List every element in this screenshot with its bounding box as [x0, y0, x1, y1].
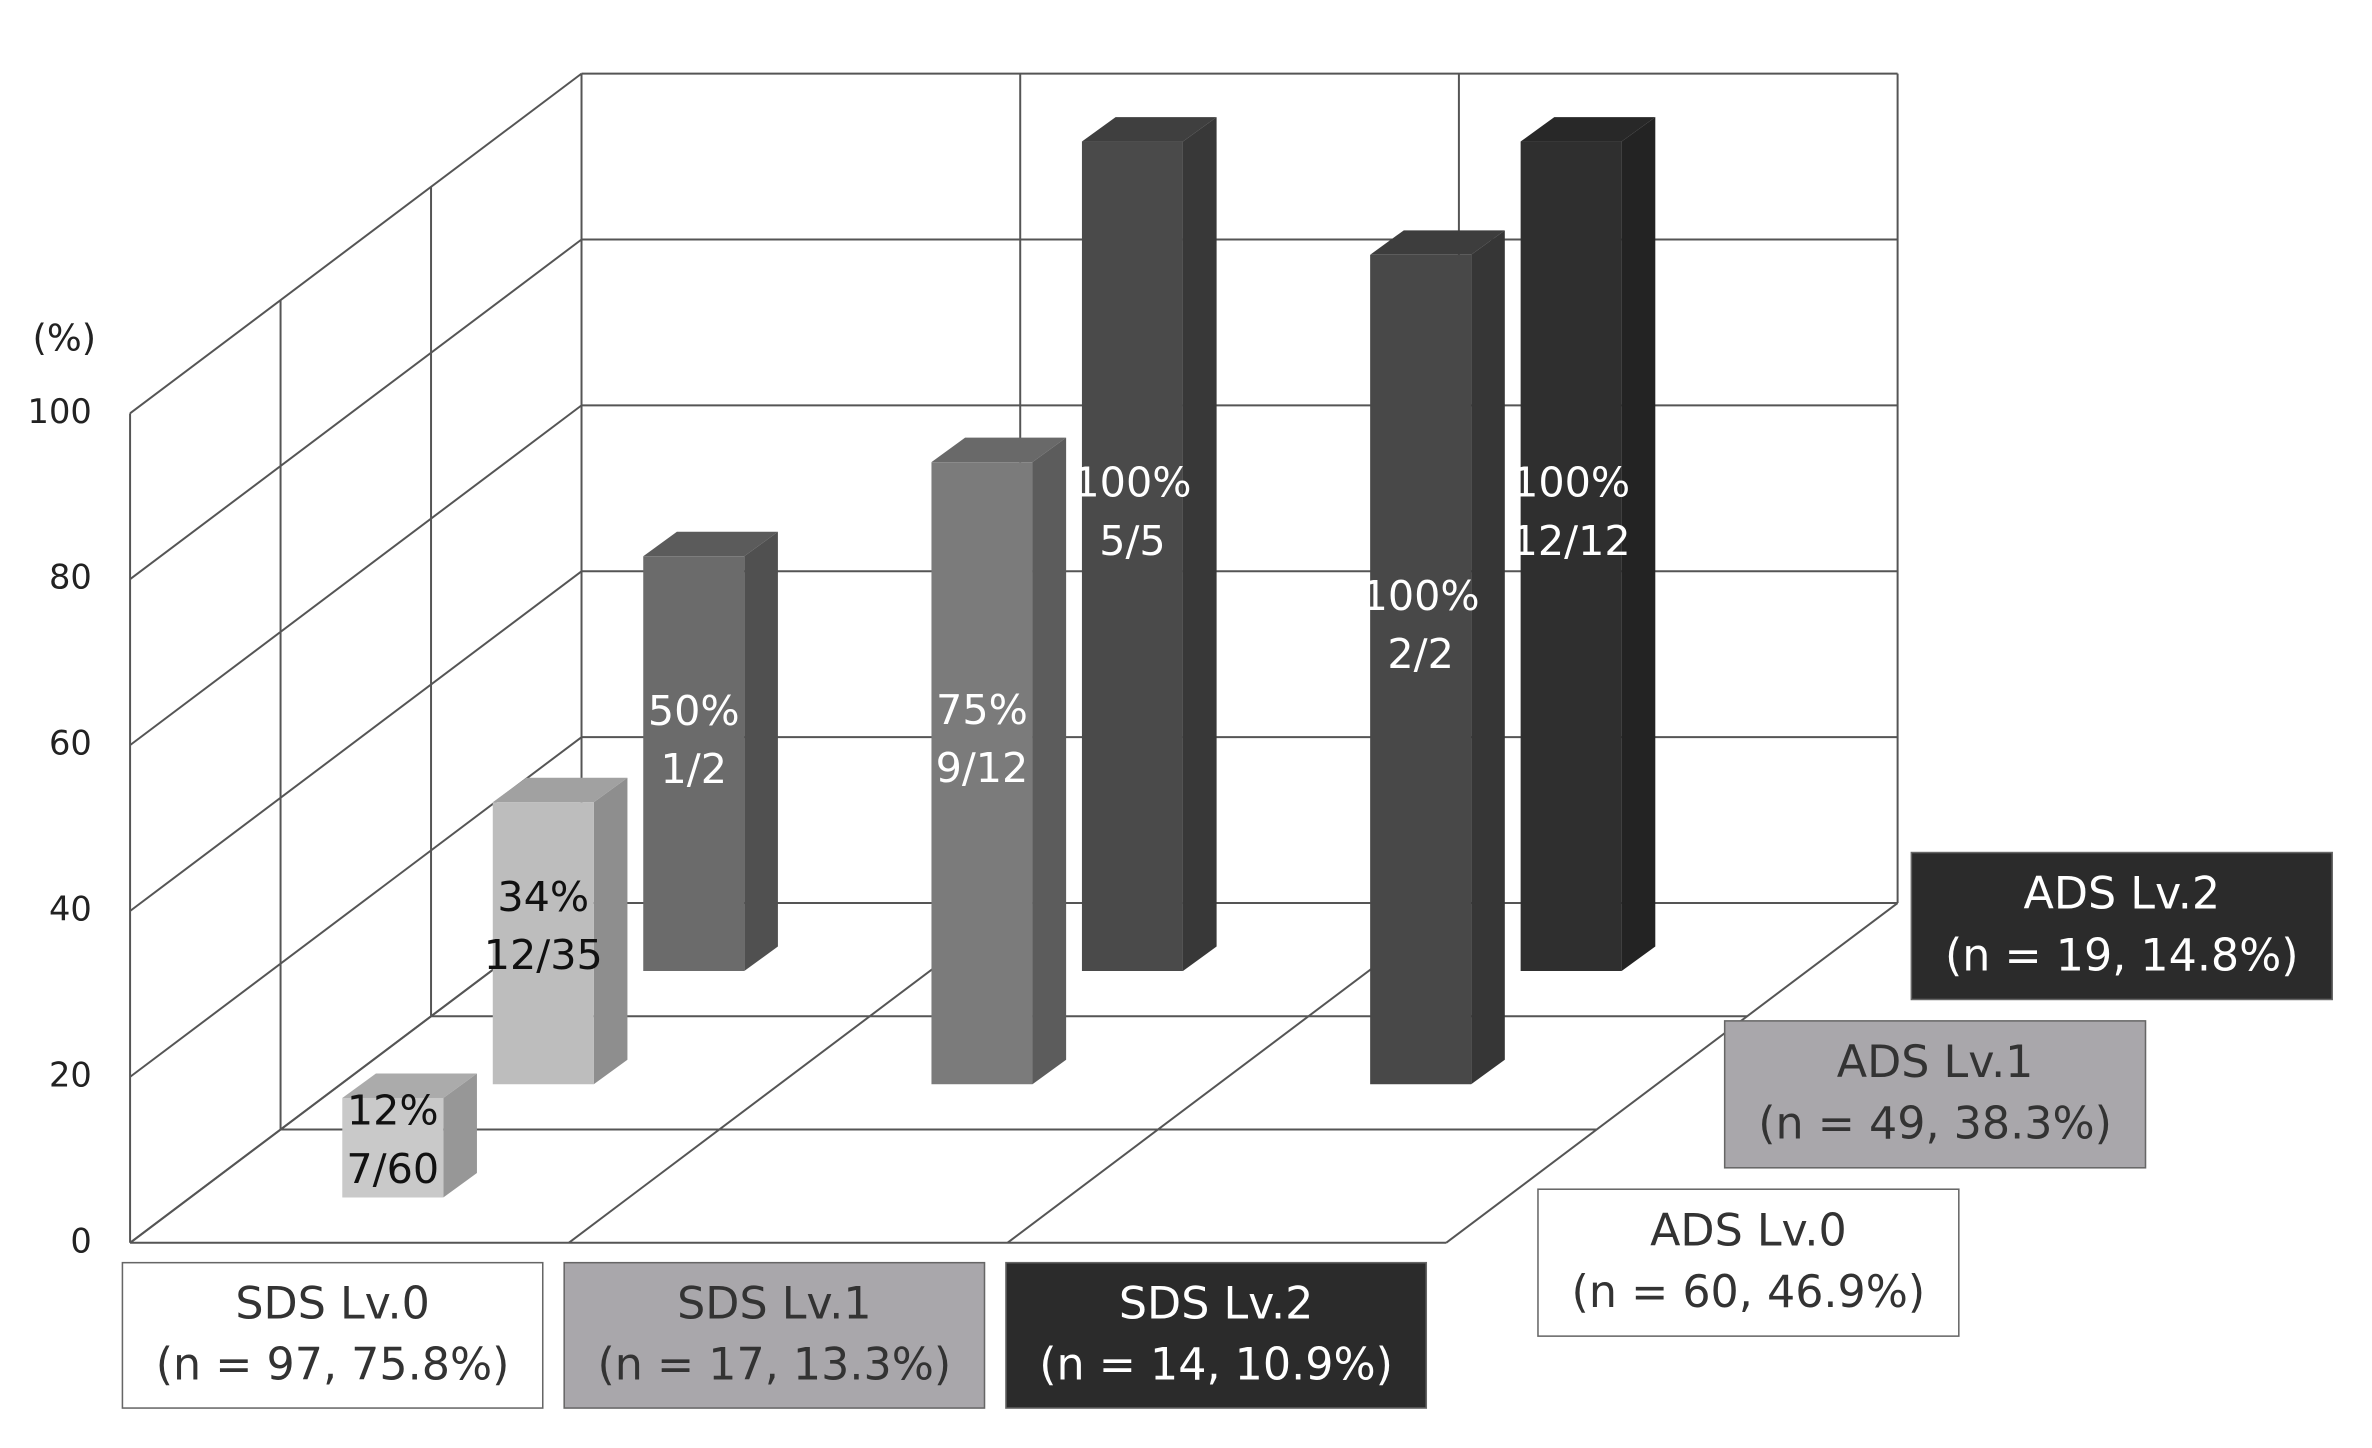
y-tick-label: 60: [49, 724, 92, 763]
bar: [492, 802, 594, 1085]
bar-top: [931, 437, 1067, 463]
bar-side: [593, 777, 628, 1085]
category-note: (n = 14, 10.9%): [1039, 1339, 1393, 1390]
bar-side: [744, 531, 778, 971]
legend-box: [1537, 1188, 1960, 1337]
bar-side: [1032, 437, 1067, 1085]
bar-label: 34%: [497, 873, 589, 921]
grid-line: [129, 72, 583, 415]
bar: [342, 1097, 444, 1198]
bar-label: 75%: [936, 686, 1028, 734]
legend-box: [1723, 1020, 2147, 1169]
bar-count: 9/12: [936, 744, 1029, 792]
bar: [643, 556, 745, 971]
category-note: (n = 17, 13.3%): [598, 1339, 952, 1390]
grid-line: [129, 404, 583, 746]
category-box: [563, 1261, 986, 1409]
legend-box: [1910, 851, 2333, 1001]
y-axis-label: (%): [33, 316, 97, 359]
bar-side: [1471, 230, 1505, 1085]
bar-top: [1520, 117, 1656, 142]
bar-count: 1/2: [661, 745, 727, 793]
bar-top: [643, 531, 778, 557]
category-label: SDS Lv.0: [235, 1278, 429, 1329]
bar-top: [1370, 230, 1505, 255]
legend-note: (n = 49, 38.3%): [1758, 1099, 2112, 1150]
legend-label: ADS Lv.0: [1650, 1205, 1847, 1256]
bar-label: 100%: [1512, 459, 1630, 507]
bar-count: 12/35: [484, 931, 603, 979]
bar: [1520, 141, 1622, 971]
bar-top: [492, 777, 628, 803]
category-label: SDS Lv.1: [677, 1278, 871, 1329]
grid-line: [129, 238, 583, 581]
legend-label: ADS Lv.1: [1837, 1037, 2034, 1088]
bar: [1081, 141, 1183, 971]
bar: [1370, 254, 1472, 1085]
y-tick-label: 0: [70, 1221, 91, 1260]
bar-top: [342, 1073, 477, 1098]
bar-count: 12/12: [1512, 517, 1631, 565]
bar-side: [443, 1073, 477, 1198]
y-tick-label: 100: [28, 392, 92, 431]
bar-count: 7/60: [346, 1145, 439, 1193]
category-box: [121, 1261, 544, 1409]
grid-line: [129, 570, 583, 912]
floor-line: [1445, 902, 1899, 1244]
legend-note: (n = 60, 46.9%): [1572, 1267, 1926, 1318]
category-label: SDS Lv.2: [1119, 1278, 1313, 1329]
bar-label: 100%: [1073, 459, 1191, 507]
bar-top: [1081, 117, 1217, 142]
bar: [931, 462, 1033, 1085]
bar-label: 12%: [347, 1087, 439, 1135]
bar-side: [1182, 117, 1217, 971]
bar-label: 100%: [1362, 572, 1480, 620]
y-tick-label: 80: [49, 558, 92, 597]
category-box: [1005, 1261, 1428, 1409]
bar-side: [1621, 117, 1656, 971]
bar-count: 2/2: [1387, 630, 1453, 678]
category-note: (n = 97, 75.8%): [156, 1339, 510, 1390]
legend-note: (n = 19, 14.8%): [1945, 930, 2299, 981]
legend-label: ADS Lv.2: [2023, 869, 2220, 920]
y-tick-label: 40: [49, 890, 92, 929]
bar-count: 5/5: [1099, 517, 1165, 565]
bar-label: 50%: [648, 687, 740, 735]
y-tick-label: 20: [49, 1055, 92, 1094]
